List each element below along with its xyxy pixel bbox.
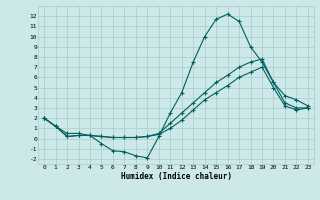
X-axis label: Humidex (Indice chaleur): Humidex (Indice chaleur) [121, 172, 231, 181]
